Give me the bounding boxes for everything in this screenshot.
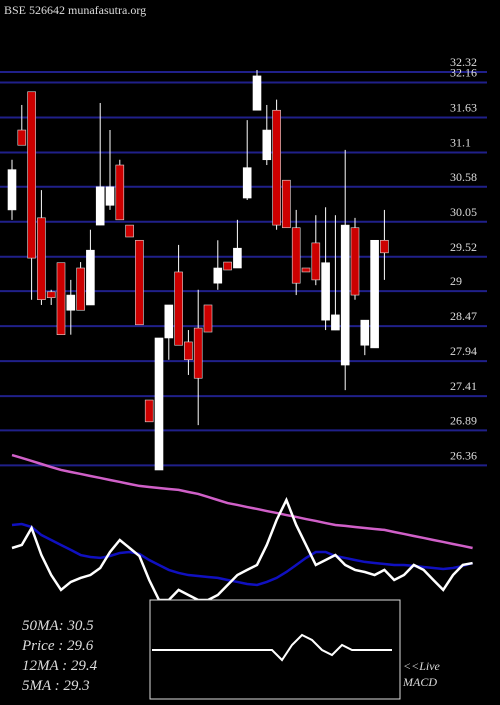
candle-body [66, 294, 76, 311]
y-tick-label: 31.63 [450, 101, 477, 115]
candle-body [291, 227, 301, 284]
indicator-line [11, 522, 473, 587]
candle-body [115, 164, 125, 221]
candle-body [301, 267, 311, 273]
candle-body [282, 179, 291, 229]
candle-body [331, 314, 340, 331]
candle-body [272, 109, 281, 226]
candle-body [46, 291, 56, 299]
chart-title: BSE 526642 munafasutra.org [4, 3, 146, 17]
candle-body [350, 227, 360, 296]
y-tick-label: 32.32 [450, 55, 477, 69]
y-tick-label: 27.41 [450, 379, 477, 393]
y-tick-label: 30.05 [450, 205, 477, 219]
candle-body [105, 186, 115, 206]
candle-body [233, 247, 242, 269]
candle-body [370, 239, 379, 349]
candle-body [184, 341, 193, 361]
candle-body [252, 75, 262, 111]
readout: 12MA : 29.4 [22, 658, 98, 674]
y-tick-label: 26.36 [450, 448, 477, 462]
candle-body [37, 217, 46, 300]
y-tick-label: 27.94 [450, 344, 477, 358]
y-tick-label: 29.52 [450, 240, 477, 254]
candle-body [380, 239, 389, 254]
candle-body [125, 224, 134, 238]
candle-body [174, 271, 183, 346]
candle-body [311, 242, 321, 281]
candle-body [321, 262, 330, 321]
candle-body [135, 239, 144, 326]
candle-body [154, 337, 164, 471]
candle-body [242, 167, 252, 199]
candle-body [340, 224, 350, 366]
readout: Price : 29.6 [21, 638, 94, 654]
y-tick-label: 28.47 [450, 309, 477, 323]
candle-body [223, 261, 232, 271]
candle-body [360, 319, 370, 346]
candle-body [95, 186, 105, 226]
candle-body [17, 129, 27, 146]
candle-body [164, 304, 174, 339]
candle-body [262, 129, 272, 161]
macd-line [152, 633, 392, 662]
y-tick-label: 26.89 [450, 413, 477, 427]
candle-body [144, 399, 154, 423]
macd-label: <<Live [403, 659, 441, 673]
candle-body [27, 91, 36, 259]
indicator-line [11, 496, 473, 602]
indicator-line [11, 453, 473, 550]
candle-body [213, 267, 223, 284]
candle-body [86, 249, 95, 306]
y-tick-label: 32.16 [450, 66, 477, 80]
candle-body [76, 267, 85, 311]
y-tick-label: 31.1 [450, 135, 471, 149]
readout: 5MA : 29.3 [22, 678, 90, 694]
y-tick-label: 29 [450, 274, 462, 288]
y-tick-label: 30.58 [450, 170, 477, 184]
candle-body [7, 169, 17, 211]
candle-body [203, 304, 213, 333]
readout: 50MA: 30.5 [22, 618, 94, 634]
candle-body [56, 262, 66, 335]
candle-body [193, 327, 203, 379]
macd-label: MACD [402, 675, 437, 689]
